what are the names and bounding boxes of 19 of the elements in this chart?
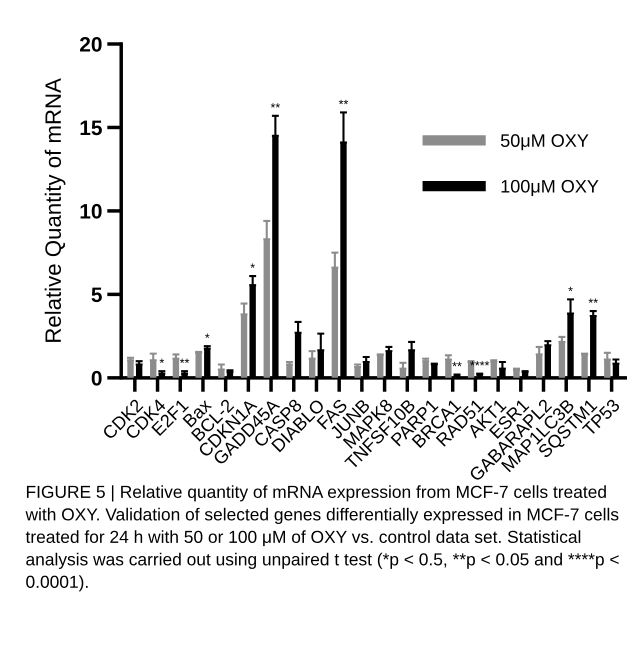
annotation: * [250, 263, 255, 268]
annotation: ** [588, 298, 598, 303]
annotation: * [205, 334, 210, 338]
y-tick-label: 20 [80, 36, 102, 52]
annotation: **** [470, 361, 490, 366]
annotation: ** [180, 358, 190, 363]
legend-label: 100μM OXY [502, 180, 599, 196]
y-axis-title: Relative Quantity of mRNA [44, 78, 66, 342]
y-tick-label: 0 [92, 370, 102, 386]
annotation: * [568, 286, 573, 292]
annotation: ** [338, 100, 348, 104]
y-tick-label: 15 [80, 120, 102, 136]
annotation: * [160, 358, 164, 363]
caption: FIGURE 5 | Relative quantity of mRNA expression from MCF-7 cells treated with OXY. Validation of selected genes differentially expressed in MCF-7 cells treated for 24 h with 50 or 100 μM of OXY vs. control data set. Statistical analysis was carried out using unpaired t test (*p < 0.5, **p < 0.05 and ****p < 0.0001). [25, 485, 619, 592]
legend-label: 50μM OXY [500, 134, 588, 150]
annotation: ** [452, 362, 462, 366]
y-tick-label: 10 [80, 204, 102, 219]
y-tick-label: 5 [92, 288, 102, 302]
annotation: ** [270, 103, 280, 108]
